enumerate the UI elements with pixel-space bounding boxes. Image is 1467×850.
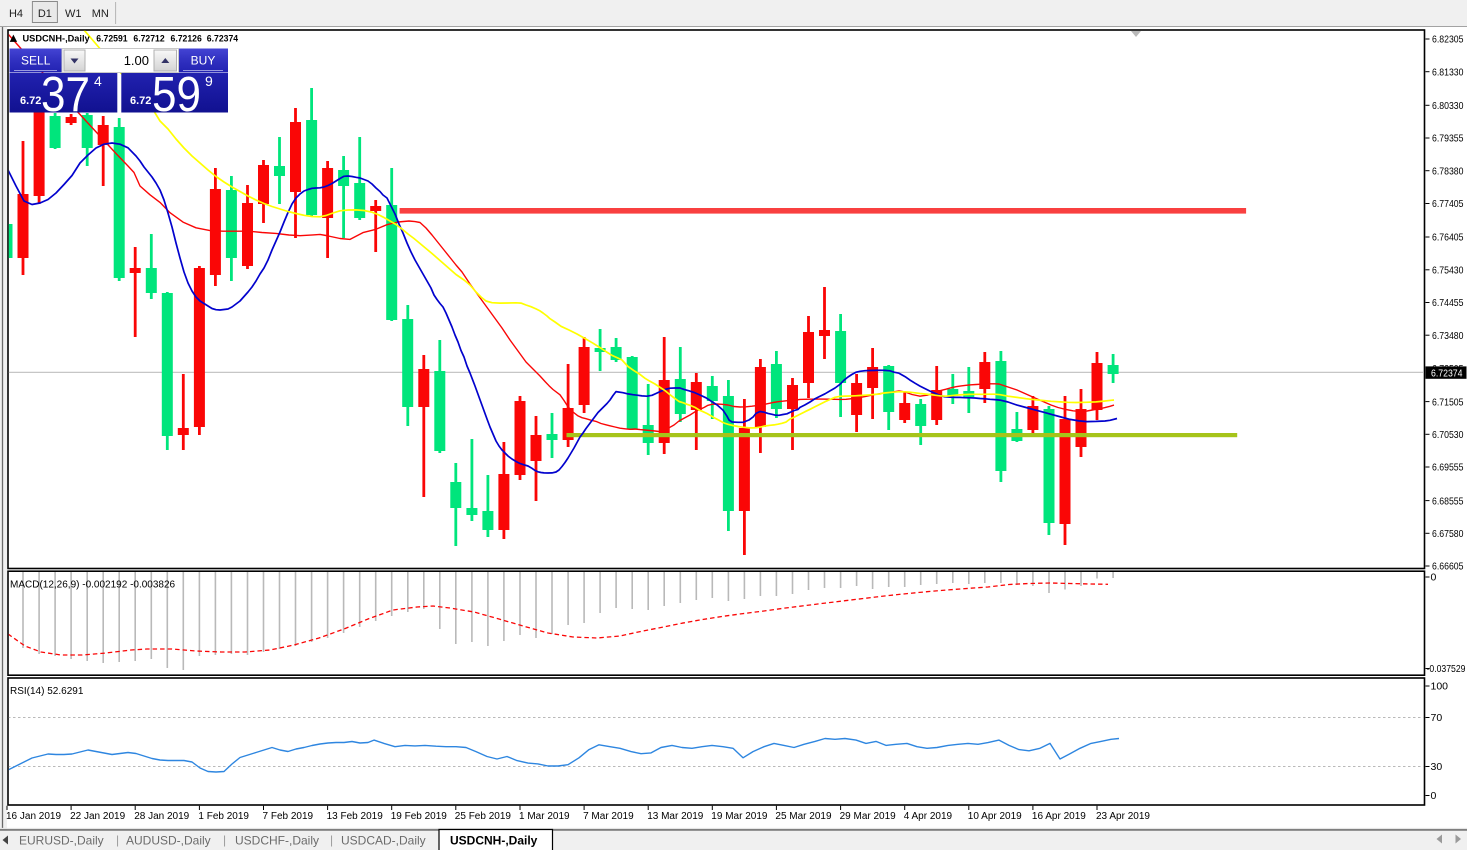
svg-text:59: 59 [152, 68, 201, 122]
svg-text:|: | [116, 833, 119, 847]
svg-text:-0.037529: -0.037529 [1427, 663, 1466, 675]
svg-text:W1: W1 [65, 8, 82, 20]
svg-text:6.72591: 6.72591 [96, 33, 128, 44]
svg-text:37: 37 [41, 68, 90, 122]
svg-text:6.75430: 6.75430 [1432, 265, 1464, 277]
svg-text:16 Jan 2019: 16 Jan 2019 [6, 811, 61, 822]
svg-text:RSI(14) 52.6291: RSI(14) 52.6291 [10, 686, 84, 697]
svg-text:1 Mar 2019: 1 Mar 2019 [519, 811, 570, 822]
svg-text:6.73480: 6.73480 [1432, 330, 1464, 342]
svg-text:USDCHF-,Daily: USDCHF-,Daily [235, 834, 319, 848]
svg-text:6.72126: 6.72126 [171, 33, 202, 44]
svg-text:22 Jan 2019: 22 Jan 2019 [70, 811, 125, 822]
svg-text:6.82305: 6.82305 [1432, 34, 1464, 46]
svg-text:BUY: BUY [191, 54, 216, 68]
svg-text:13 Mar 2019: 13 Mar 2019 [647, 811, 704, 822]
svg-text:|: | [330, 833, 333, 847]
svg-text:16 Apr 2019: 16 Apr 2019 [1032, 811, 1086, 822]
svg-text:1 Feb 2019: 1 Feb 2019 [198, 811, 249, 822]
svg-text:0: 0 [1431, 572, 1437, 584]
svg-text:6.69555: 6.69555 [1432, 462, 1464, 474]
svg-text:6.72: 6.72 [20, 95, 41, 107]
svg-text:6.72374: 6.72374 [207, 33, 239, 44]
svg-text:|: | [223, 833, 226, 847]
svg-text:10 Apr 2019: 10 Apr 2019 [968, 811, 1022, 822]
svg-text:7 Feb 2019: 7 Feb 2019 [263, 811, 314, 822]
svg-text:EURUSD-,Daily: EURUSD-,Daily [19, 834, 104, 848]
svg-text:USDCNH-,Daily: USDCNH-,Daily [23, 33, 91, 44]
svg-text:25 Feb 2019: 25 Feb 2019 [455, 811, 512, 822]
svg-text:6.72712: 6.72712 [133, 33, 164, 44]
svg-text:70: 70 [1431, 712, 1443, 724]
svg-text:13 Feb 2019: 13 Feb 2019 [327, 811, 384, 822]
svg-text:USDCAD-,Daily: USDCAD-,Daily [341, 834, 426, 848]
svg-text:6.78380: 6.78380 [1432, 165, 1464, 177]
svg-text:6.79355: 6.79355 [1432, 133, 1464, 145]
svg-text:6.68555: 6.68555 [1432, 495, 1464, 507]
svg-text:D1: D1 [38, 8, 52, 20]
svg-text:19 Mar 2019: 19 Mar 2019 [711, 811, 768, 822]
svg-text:6.72: 6.72 [130, 95, 151, 107]
svg-text:6.71505: 6.71505 [1432, 396, 1464, 408]
svg-text:9: 9 [205, 73, 213, 89]
svg-text:25 Mar 2019: 25 Mar 2019 [775, 811, 832, 822]
svg-text:19 Feb 2019: 19 Feb 2019 [391, 811, 448, 822]
svg-text:4: 4 [94, 73, 102, 89]
svg-text:28 Jan 2019: 28 Jan 2019 [134, 811, 189, 822]
svg-text:6.66605: 6.66605 [1432, 561, 1464, 573]
svg-text:MACD(12,26,9) -0.002192 -0.003: MACD(12,26,9) -0.002192 -0.003826 [10, 580, 176, 591]
svg-text:H4: H4 [9, 8, 23, 20]
svg-text:7 Mar 2019: 7 Mar 2019 [583, 811, 634, 822]
svg-text:6.76405: 6.76405 [1432, 232, 1464, 244]
svg-text:AUDUSD-,Daily: AUDUSD-,Daily [126, 834, 211, 848]
svg-text:6.81330: 6.81330 [1432, 66, 1464, 78]
svg-text:1.00: 1.00 [124, 53, 149, 68]
svg-text:USDCNH-,Daily: USDCNH-,Daily [450, 834, 538, 848]
svg-text:SELL: SELL [21, 54, 51, 68]
svg-text:23 Apr 2019: 23 Apr 2019 [1096, 811, 1150, 822]
svg-text:6.70530: 6.70530 [1432, 429, 1464, 441]
svg-text:4 Apr 2019: 4 Apr 2019 [904, 811, 953, 822]
svg-text:6.80330: 6.80330 [1432, 100, 1464, 112]
svg-text:6.74455: 6.74455 [1432, 297, 1464, 309]
svg-text:29 Mar 2019: 29 Mar 2019 [840, 811, 897, 822]
svg-text:0: 0 [1431, 790, 1437, 802]
svg-text:100: 100 [1431, 681, 1449, 693]
svg-text:30: 30 [1431, 761, 1443, 773]
svg-text:6.77405: 6.77405 [1432, 198, 1464, 210]
svg-text:6.67580: 6.67580 [1432, 528, 1464, 540]
svg-text:6.72374: 6.72374 [1431, 367, 1463, 379]
svg-text:MN: MN [92, 8, 109, 20]
